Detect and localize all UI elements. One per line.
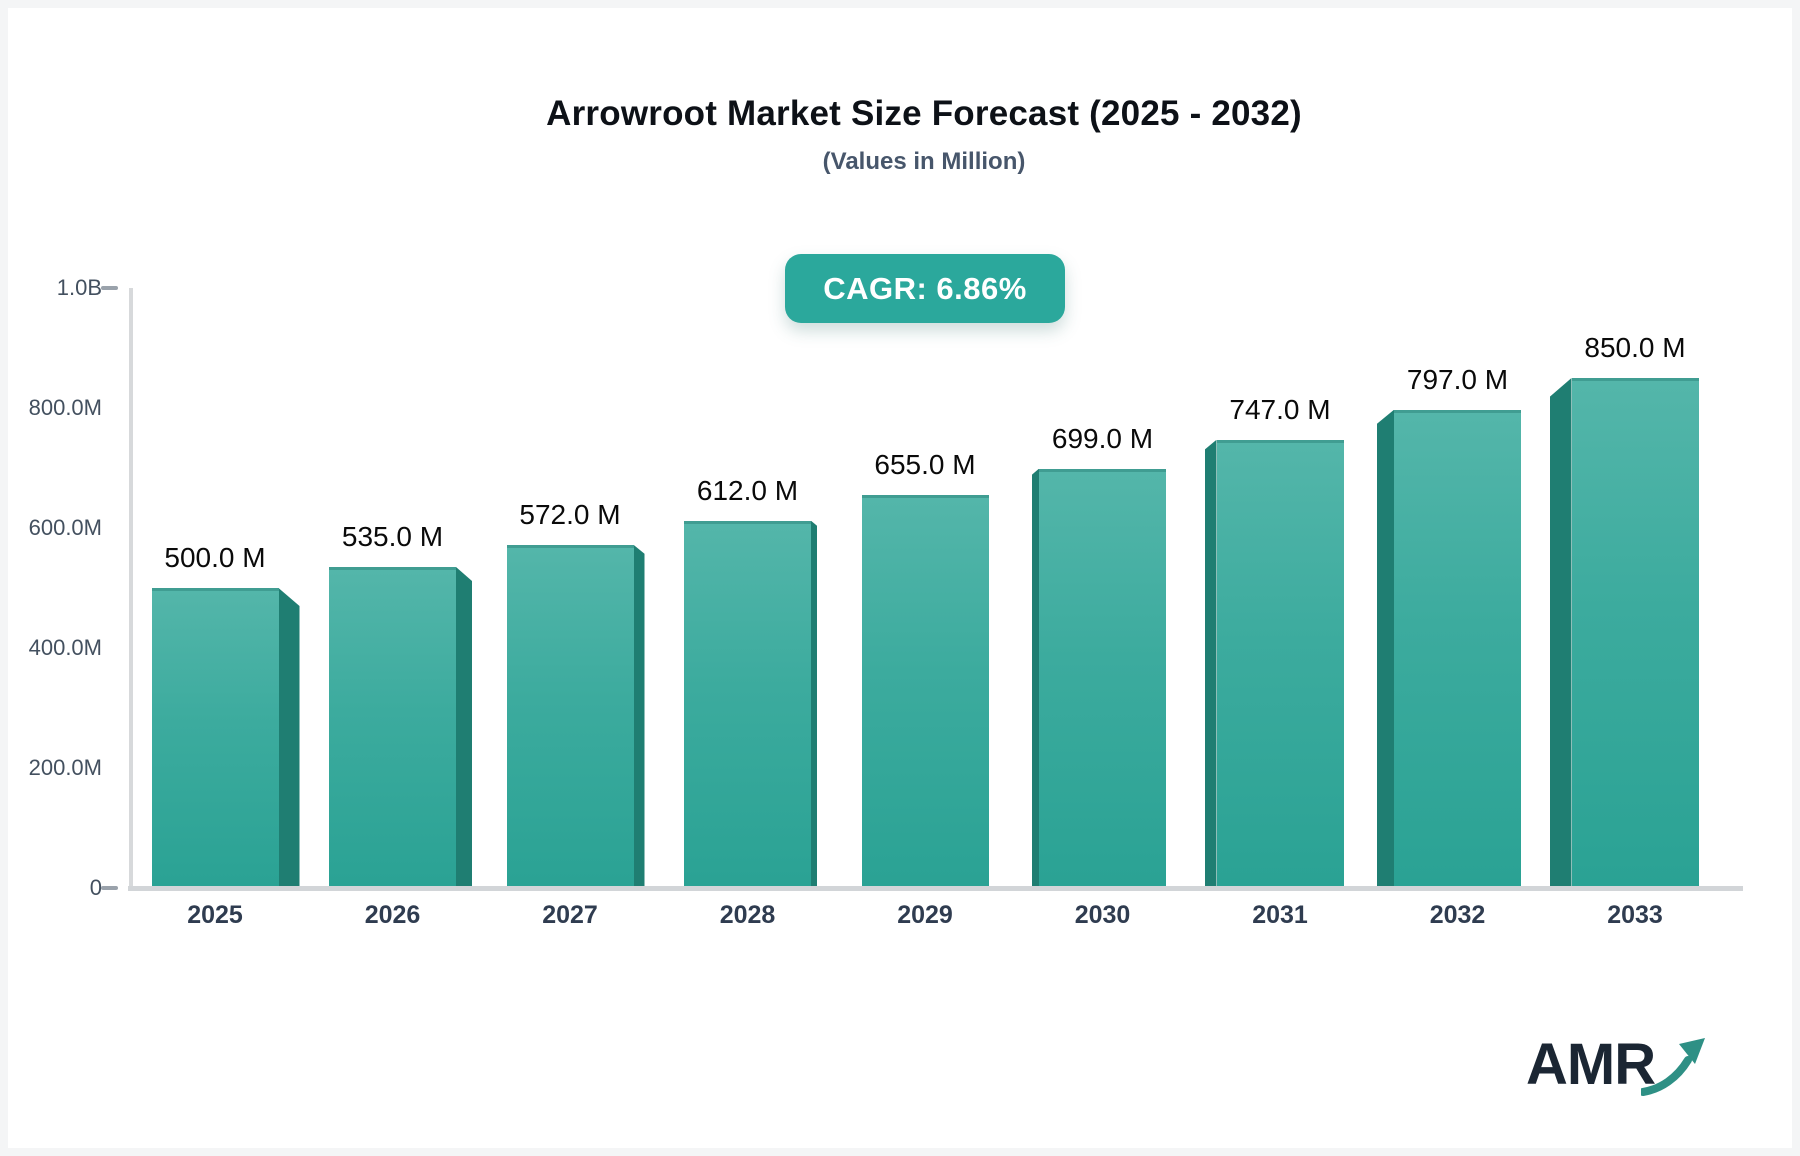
bar-side-face bbox=[633, 544, 645, 888]
amr-logo-text: AMR bbox=[1526, 1032, 1656, 1097]
x-axis-label: 2033 bbox=[1607, 901, 1663, 929]
chart-subtitle: (Values in Million) bbox=[822, 148, 1026, 175]
bar-side-face bbox=[811, 520, 817, 888]
x-axis-label: 2026 bbox=[364, 901, 421, 929]
bar-value-label: 500.0 M bbox=[164, 542, 266, 573]
bar-2026 bbox=[329, 567, 456, 888]
bar-side-face bbox=[1032, 468, 1039, 888]
bar-value-label: 535.0 M bbox=[341, 521, 444, 552]
bar-2033 bbox=[1571, 378, 1699, 888]
x-axis-label: 2028 bbox=[719, 901, 776, 929]
bar-2030 bbox=[1039, 468, 1166, 888]
bar-value-label: 797.0 M bbox=[1406, 363, 1509, 395]
bar-value-label: 572.0 M bbox=[519, 498, 621, 530]
y-axis-label: 600.0M bbox=[28, 515, 102, 540]
bar-value-label: 747.0 M bbox=[1229, 393, 1331, 425]
bar-value-label: 612.0 M bbox=[696, 474, 799, 506]
cagr-badge-label: CAGR: 6.86% bbox=[823, 270, 1027, 306]
bar-side-face bbox=[1204, 439, 1217, 888]
amr-logo: AMR bbox=[1526, 1032, 1706, 1098]
y-axis-label: 400.0M bbox=[28, 635, 102, 660]
x-axis-label: 2031 bbox=[1252, 901, 1308, 929]
y-axis-label: 0 bbox=[89, 875, 102, 900]
bar-value-label: 850.0 M bbox=[1584, 332, 1686, 363]
bar-side-face bbox=[278, 588, 300, 888]
y-axis-label: 800.0M bbox=[28, 395, 102, 420]
x-axis-label: 2027 bbox=[542, 901, 598, 929]
x-axis-label: 2029 bbox=[897, 901, 953, 929]
x-axis-line bbox=[128, 886, 1743, 891]
bar-2032 bbox=[1394, 409, 1521, 888]
y-axis-label: 200.0M bbox=[28, 755, 102, 780]
y-axis-tick bbox=[101, 886, 118, 890]
x-axis-label: 2030 bbox=[1074, 901, 1131, 929]
bar-side-face bbox=[1549, 378, 1572, 888]
x-axis-label: 2032 bbox=[1429, 901, 1486, 929]
growth-arrow-icon bbox=[1641, 1038, 1706, 1096]
bar-2031 bbox=[1216, 439, 1344, 888]
bar-side-face bbox=[1377, 409, 1394, 888]
y-axis-line bbox=[129, 288, 133, 888]
y-axis-label: 1.0B bbox=[56, 275, 102, 300]
chart-title: Arrowroot Market Size Forecast (2025 - 2… bbox=[546, 94, 1302, 133]
bar-2025 bbox=[151, 588, 279, 888]
bar-2027 bbox=[506, 544, 634, 888]
bar-2029 bbox=[861, 495, 989, 888]
bar-2028 bbox=[684, 520, 811, 888]
bar-value-label: 699.0 M bbox=[1051, 422, 1154, 454]
bar-value-label: 655.0 M bbox=[874, 449, 976, 480]
y-axis-tick bbox=[101, 286, 118, 290]
cagr-badge: CAGR: 6.86% bbox=[785, 254, 1065, 323]
bar-side-face bbox=[456, 567, 472, 888]
x-axis-label: 2025 bbox=[187, 901, 243, 929]
